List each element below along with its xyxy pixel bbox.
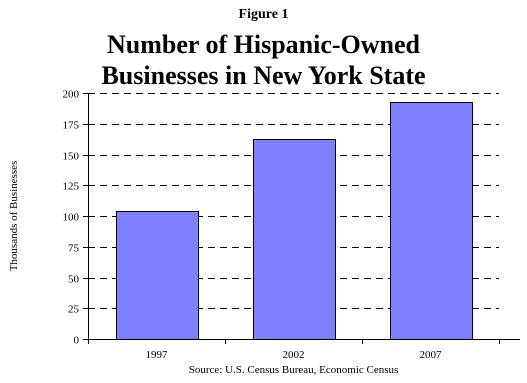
y-tick-label: 25 bbox=[68, 304, 80, 316]
chart-title-line-1: Number of Hispanic-Owned bbox=[107, 30, 420, 59]
source-note: Source: U.S. Census Bureau, Economic Cen… bbox=[188, 364, 399, 376]
figure-label: Figure 1 bbox=[238, 7, 289, 22]
y-tick-label: 200 bbox=[63, 89, 80, 101]
y-tick-label: 125 bbox=[63, 181, 80, 193]
y-tick-label: 150 bbox=[63, 151, 80, 163]
y-tick-labels: 0 25 50 75 100 125 150 175 200 bbox=[63, 89, 80, 347]
chart-title-line-2: Businesses in New York State bbox=[101, 61, 426, 90]
x-tick-labels: 1997 2002 2007 bbox=[146, 349, 443, 361]
bars bbox=[116, 102, 473, 340]
y-tick-label: 50 bbox=[68, 274, 80, 286]
x-tick-label: 2002 bbox=[283, 349, 305, 361]
x-tick-label: 1997 bbox=[146, 349, 169, 361]
y-tick-label: 175 bbox=[63, 120, 80, 132]
bar-1997 bbox=[116, 211, 199, 340]
bar-2002 bbox=[253, 139, 336, 340]
axes bbox=[83, 93, 520, 344]
y-tick-label: 0 bbox=[74, 335, 80, 347]
x-tick-label: 2007 bbox=[420, 349, 443, 361]
bar-2007 bbox=[390, 102, 473, 340]
y-tick-label: 100 bbox=[63, 212, 80, 224]
y-tick-label: 75 bbox=[68, 243, 80, 255]
